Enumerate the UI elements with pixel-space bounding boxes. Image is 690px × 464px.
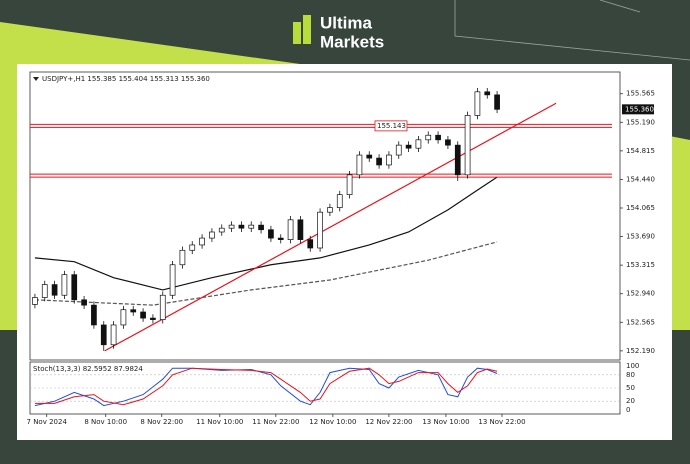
stoch-tick-label: 20	[626, 397, 635, 405]
y-tick-label: 152.190	[626, 347, 655, 355]
candle-body	[110, 324, 117, 346]
candle-body	[307, 239, 314, 249]
candle-body	[395, 144, 402, 156]
candle-body	[228, 224, 235, 229]
candle-body	[366, 154, 373, 159]
candle-body	[454, 144, 461, 176]
stoch-tick-label: 50	[626, 384, 635, 392]
candle-body	[159, 294, 166, 320]
candle-body	[494, 94, 500, 110]
candle-body	[140, 311, 146, 319]
candle-body	[130, 309, 137, 313]
stoch-tick-label: 0	[626, 406, 630, 414]
menu-arrow	[33, 77, 39, 81]
candle-body	[297, 219, 304, 240]
candle-body	[120, 309, 127, 326]
candle-body	[258, 224, 264, 231]
candle-body	[91, 304, 97, 326]
price-label-box	[374, 120, 408, 132]
candle-body	[150, 317, 156, 320]
candle-body	[218, 227, 225, 233]
stoch-tick-label: 100	[626, 362, 639, 370]
y-tick-label: 154.815	[626, 147, 655, 155]
brand-line2: Markets	[320, 32, 384, 51]
last-price-label: 155.360	[625, 105, 654, 113]
candle-body	[179, 249, 186, 266]
moving-average	[34, 241, 498, 306]
candle-body	[356, 154, 363, 176]
y-tick-label: 153.315	[626, 261, 655, 269]
stoch-tick-label: 80	[626, 371, 635, 379]
decor-line	[454, 0, 690, 61]
candle-body	[61, 274, 68, 296]
candle-body	[189, 244, 196, 251]
candle-body	[445, 139, 451, 146]
candle-body	[317, 211, 323, 249]
moving-average	[34, 176, 498, 291]
candle-body	[248, 224, 255, 229]
x-tick-label: 8 Nov 22:00	[140, 418, 183, 426]
candle-body	[464, 115, 471, 176]
plot-frame	[29, 71, 621, 361]
y-tick-label: 152.565	[626, 318, 655, 326]
stoch-line	[34, 367, 498, 406]
candle-body	[81, 299, 87, 306]
price-label: 155.143	[377, 122, 406, 130]
candle-body	[51, 284, 58, 296]
trendline	[104, 102, 557, 352]
candle-body	[199, 237, 205, 246]
y-tick-label: 154.065	[626, 204, 655, 212]
x-tick-label: 12 Nov 22:00	[365, 418, 412, 426]
candle-body	[474, 91, 481, 116]
candle-body	[327, 207, 333, 213]
candle-body	[169, 264, 176, 296]
x-tick-label: 11 Nov 22:00	[252, 418, 299, 426]
candle-body	[346, 174, 353, 196]
y-tick-label: 154.440	[626, 175, 655, 183]
last-price-box	[622, 104, 654, 115]
candle-body	[209, 231, 215, 239]
y-tick-label: 155.565	[626, 90, 655, 98]
brand-line1: Ultima	[320, 13, 373, 32]
candle-body	[336, 194, 343, 208]
candle-body	[415, 139, 422, 149]
candle-body	[268, 229, 274, 239]
candle-body	[100, 324, 107, 346]
candle-body	[425, 134, 432, 141]
chart-title: USDJPY+,H1 155.385 155.404 155.313 155.3…	[42, 75, 210, 83]
candle-body	[435, 134, 441, 141]
candle-body	[484, 91, 491, 96]
x-tick-label: 13 Nov 10:00	[422, 418, 469, 426]
candle-body	[41, 284, 48, 298]
y-tick-label: 152.940	[626, 290, 655, 298]
candle-body	[32, 297, 38, 305]
candle-body	[238, 224, 245, 229]
candle-body	[287, 219, 294, 240]
x-tick-label: 13 Nov 22:00	[478, 418, 525, 426]
candle-body	[376, 157, 382, 166]
decor-line	[599, 0, 641, 13]
candle-body	[277, 237, 284, 240]
y-tick-label: 155.190	[626, 118, 655, 126]
candle-body	[71, 274, 78, 301]
x-tick-label: 11 Nov 10:00	[196, 418, 243, 426]
y-tick-label: 153.690	[626, 233, 655, 241]
x-tick-label: 12 Nov 10:00	[309, 418, 356, 426]
logo-icon	[293, 15, 311, 44]
stoch-line	[34, 367, 498, 407]
stoch-label: Stoch(13,3,3) 82.5952 87.9824	[33, 365, 143, 373]
x-tick-label: 7 Nov 2024	[27, 418, 68, 426]
x-tick-label: 8 Nov 10:00	[84, 418, 127, 426]
candle-body	[405, 144, 412, 149]
candle-body	[386, 154, 392, 166]
